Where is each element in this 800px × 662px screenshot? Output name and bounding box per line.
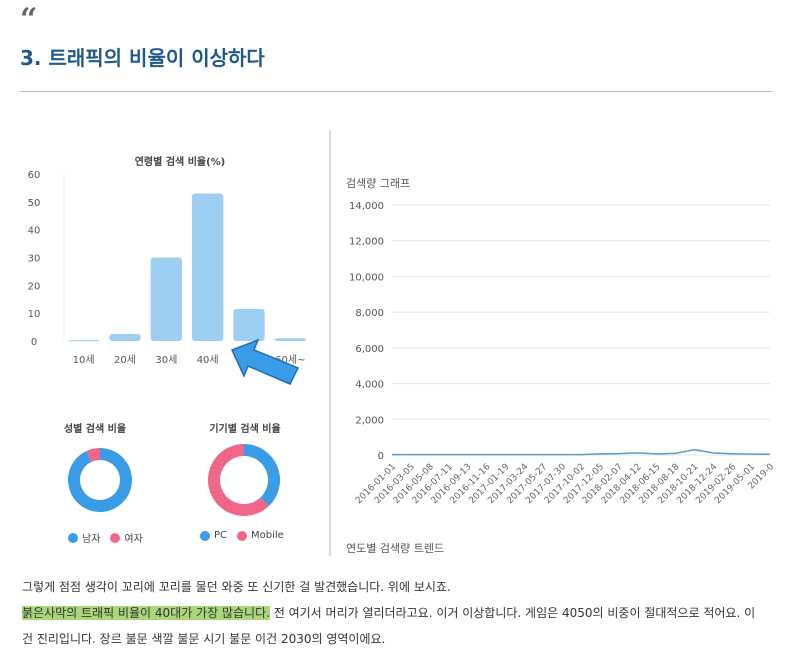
gender-legend: 남자 여자 — [68, 530, 143, 545]
y-tick-label: 4,000 — [355, 380, 384, 391]
x-tick-label: 30세 — [155, 354, 177, 366]
y-tick-label: 20 — [28, 281, 41, 292]
y-tick-label: 40 — [28, 226, 41, 237]
article-line-2: 붉은사막의 트래픽 비율이 40대가 가장 많습니다. 전 여기서 머리가 열리… — [22, 604, 755, 621]
arrow-pointer-icon — [230, 338, 300, 385]
donut-slice-Mobile — [208, 444, 269, 516]
bar-60세~ — [274, 338, 306, 341]
gender-chart-title: 성별 검색 비율 — [63, 424, 127, 435]
pc-swatch — [200, 530, 210, 541]
y-tick-label: 12,000 — [349, 237, 384, 248]
donut-slice-PC — [243, 444, 280, 507]
y-tick-label: 10,000 — [349, 272, 384, 283]
donut-slice-남자 — [68, 448, 132, 512]
search-volume-title: 검색량 그래프 — [346, 177, 411, 190]
highlighted-text: 붉은사막의 트래픽 비율이 40대가 가장 많습니다. — [22, 606, 270, 620]
yearly-trend-label: 연도별 검색량 트렌드 — [346, 542, 445, 555]
divider — [20, 91, 772, 92]
y-tick-label: 6,000 — [355, 344, 384, 355]
y-tick-label: 0 — [378, 451, 384, 462]
donut-slice-여자 — [86, 448, 101, 463]
y-tick-label: 2,000 — [355, 415, 384, 426]
y-tick-label: 60 — [28, 170, 41, 181]
section-title: 3. 트래픽의 비율이 이상하다 — [20, 46, 265, 70]
article-line-3: 건 진리입니다. 장르 불문 색깔 불문 시기 불문 이건 2030의 영역이에… — [22, 632, 386, 646]
quote-mark: “ — [20, 2, 38, 37]
device-legend: PC Mobile — [200, 530, 284, 541]
article-line-1: 그렇게 점점 생각이 꼬리에 꼬리를 물던 와중 또 신기한 걸 발견했습니다.… — [22, 580, 451, 594]
bar-40세 — [192, 193, 224, 341]
legend-label: PC — [214, 530, 228, 541]
bar-50세 — [233, 308, 265, 341]
article-text: 전 여기서 머리가 열리더라고요. 이거 이상합니다. 게임은 4050의 비중… — [269, 606, 756, 620]
search-volume-line — [392, 448, 771, 456]
legend-label: Mobile — [251, 530, 284, 541]
device-chart-title: 기기별 검색 비율 — [209, 424, 281, 435]
y-tick-label: 10 — [28, 309, 41, 320]
x-tick-label: 10세 — [73, 354, 95, 366]
y-tick-label: 30 — [28, 254, 41, 265]
age-chart-title: 연령별 검색 비율(%) — [134, 157, 226, 168]
bar-10세 — [68, 340, 100, 342]
bar-20세 — [109, 334, 141, 341]
mobile-swatch — [237, 530, 248, 541]
legend-label: 여자 — [124, 534, 143, 545]
gender-donut-chart — [68, 448, 132, 512]
y-tick-label: 8,000 — [355, 308, 384, 319]
female-swatch — [110, 532, 121, 543]
search-volume-line-chart: 02,0004,0006,0008,00010,00012,00014,0002… — [349, 201, 776, 506]
device-donut-chart — [208, 444, 280, 516]
x-tick-label: 20세 — [114, 354, 136, 366]
y-tick-label: 14,000 — [349, 201, 384, 212]
bar-30세 — [150, 257, 182, 341]
male-swatch — [68, 532, 78, 543]
x-tick-label: 40세 — [197, 354, 219, 366]
stats-panel — [22, 130, 331, 556]
y-tick-label: 50 — [28, 198, 41, 209]
legend-label: 남자 — [82, 534, 101, 545]
y-tick-label: 0 — [31, 337, 37, 348]
